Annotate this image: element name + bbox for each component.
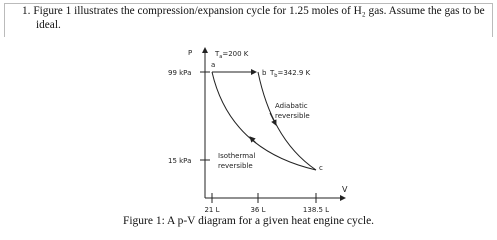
process-label: reversible	[218, 162, 253, 170]
point-label: b	[262, 69, 267, 77]
process-label: reversible	[275, 112, 310, 120]
problem: 1. Figure 1 illustrates the compression/…	[22, 4, 497, 32]
x-tick-label: 138.5 L	[303, 206, 329, 214]
temperature-a: Ta=200 K	[214, 50, 249, 60]
adiabatic-curve	[257, 71, 317, 171]
temp-sub: b	[274, 73, 277, 79]
problem-frame	[4, 3, 493, 37]
x-tick-label: 36 L	[250, 206, 265, 214]
temp-rest: =342.9 K	[277, 69, 310, 77]
v-label: V	[342, 185, 348, 194]
caption: Figure 1: A p-V diagram for a given heat…	[122, 215, 375, 227]
process-label: Isothermal	[218, 152, 255, 160]
point-label: c	[319, 164, 323, 172]
x-tick-label: 21 L	[204, 206, 219, 214]
isothermal-curve	[211, 71, 317, 171]
point-label: a	[211, 61, 215, 69]
problem-text: Figure 1 illustrates the compression/exp…	[33, 5, 485, 31]
p-label: P	[188, 49, 192, 57]
process-label: Adiabatic	[275, 102, 308, 110]
y-tick-label: 99 kPa	[168, 69, 191, 77]
problem-number: 1.	[22, 5, 31, 17]
temperature-b: Tb=342.9 K	[269, 69, 311, 79]
temp-sub: a	[219, 54, 222, 60]
temp-rest: =200 K	[222, 50, 248, 58]
adiabatic-arrow	[269, 112, 277, 126]
temp-symbol: T	[269, 69, 275, 77]
isothermal-arrow	[249, 136, 257, 144]
y-tick-label: 15 kPa	[168, 157, 191, 165]
temp-symbol: T	[214, 50, 220, 58]
